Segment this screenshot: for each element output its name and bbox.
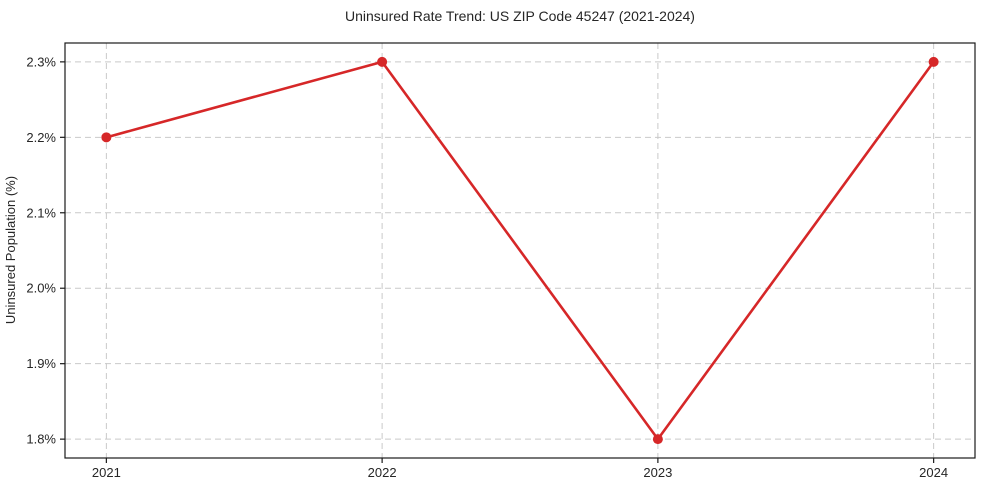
trend-line (105, 60, 935, 441)
data-point (652, 434, 663, 445)
plot-border (64, 42, 976, 459)
data-point (377, 56, 388, 67)
y-tick-label: 2.3% (26, 54, 56, 69)
y-axis-label: Uninsured Population (%) (3, 176, 18, 324)
x-tick-label: 2021 (92, 465, 121, 480)
data-point (928, 56, 939, 67)
y-tick-label: 2.0% (26, 281, 56, 296)
x-tick-label: 2024 (919, 465, 948, 480)
y-tick-label: 1.9% (26, 356, 56, 371)
x-tick-label: 2023 (643, 465, 672, 480)
y-tick-label: 2.1% (26, 205, 56, 220)
data-series (101, 56, 939, 445)
y-tick-label: 1.8% (26, 432, 56, 447)
y-tick-label: 2.2% (26, 130, 56, 145)
gridlines (65, 43, 975, 458)
y-axis: 1.8% 1.9% 2.0% 2.1% 2.2% 2.3% (26, 54, 65, 447)
data-point (101, 132, 112, 143)
x-axis: 2021 2022 2023 2024 (92, 458, 948, 480)
chart-title: Uninsured Rate Trend: US ZIP Code 45247 … (345, 8, 695, 24)
x-tick-label: 2022 (368, 465, 397, 480)
